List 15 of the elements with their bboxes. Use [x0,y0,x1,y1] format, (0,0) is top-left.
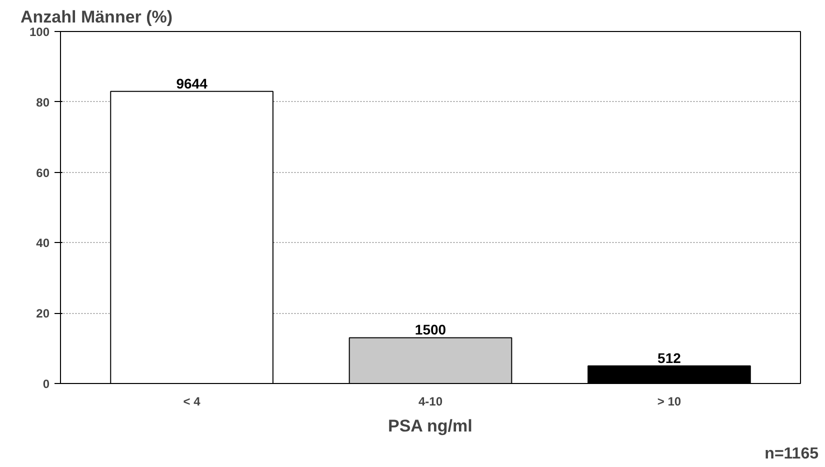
x-tick-label: 4-10 [418,394,443,408]
y-tick-label: 40 [36,236,50,250]
annotation: 512 [658,350,682,366]
text: n=1165 [764,446,819,462]
y-tick-label: 100 [29,25,50,39]
y-tick-label: 20 [36,306,50,321]
y-tick-label: 80 [36,95,50,110]
x-axis-title: PSA ng/ml [388,416,472,436]
x-tick-label: > 10 [657,394,682,408]
y-tick-label: 60 [36,166,50,180]
y-tick-label: 0 [42,377,50,391]
chart-title: Anzahl Männer (%) [20,8,173,26]
annotation: 9644 [176,75,208,92]
x-tick-label: < 4 [183,394,201,408]
annotation: 1500 [414,322,446,338]
